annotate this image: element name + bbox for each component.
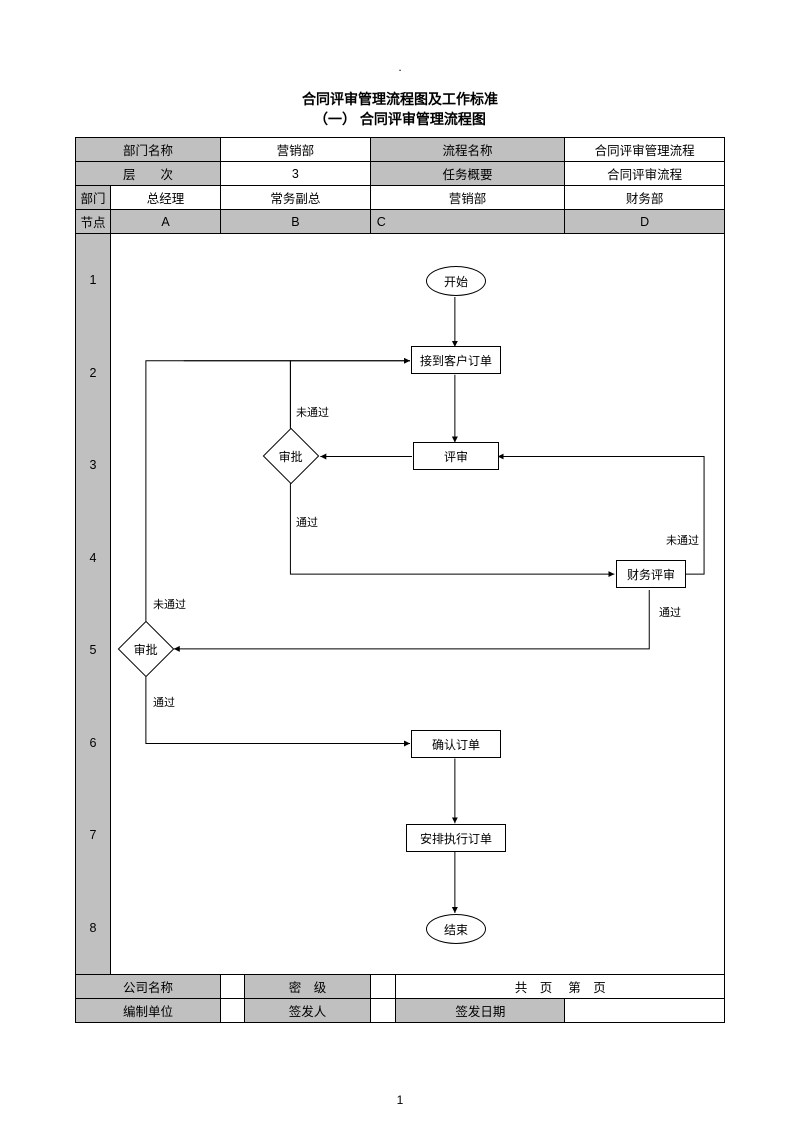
unit-label: 编制单位 [76, 999, 221, 1023]
main-title: 合同评审管理流程图及工作标准 [75, 89, 725, 109]
date-label: 签发日期 [396, 999, 565, 1023]
node-row-label: 节点 [76, 210, 111, 234]
dept-label: 部门名称 [76, 138, 221, 162]
col-d-dept: 财务部 [565, 186, 725, 210]
node-numbers: 1 2 3 4 5 6 7 8 [76, 234, 111, 975]
fail-label-1: 未通过 [296, 404, 329, 420]
task-value: 合同评审流程 [565, 162, 725, 186]
dept-value: 营销部 [221, 138, 371, 162]
col-a: A [111, 210, 221, 234]
date-value [565, 999, 725, 1023]
approve2-node: 审批 [118, 621, 175, 678]
node-5: 5 [76, 604, 110, 697]
confirm-node: 确认订单 [411, 730, 501, 758]
pass-label-2: 通过 [659, 604, 681, 620]
page-info: 共 页 第 页 [396, 975, 725, 999]
receive-node: 接到客户订单 [411, 346, 501, 374]
company-label: 公司名称 [76, 975, 221, 999]
node-7: 7 [76, 789, 110, 882]
flow-arrows [111, 234, 724, 974]
col-c: C [370, 210, 565, 234]
secret-label: 密 级 [245, 975, 370, 999]
flowchart-area: 开始 接到客户订单 评审 审批 财务评审 审批 确认订单 安排执行订单 结束 未… [111, 234, 725, 975]
end-node: 结束 [426, 914, 486, 944]
approve1-node: 审批 [263, 428, 320, 485]
node-1: 1 [76, 234, 110, 327]
signer-label: 签发人 [245, 999, 370, 1023]
unit-value [221, 999, 245, 1023]
task-label: 任务概要 [370, 162, 565, 186]
pass-label-1: 通过 [296, 514, 318, 530]
node-4: 4 [76, 512, 110, 605]
company-value [221, 975, 245, 999]
level-label: 层 次 [76, 162, 221, 186]
pass-label-3: 通过 [153, 694, 175, 710]
signer-value [370, 999, 396, 1023]
finance-node: 财务评审 [616, 560, 686, 588]
col-a-dept: 总经理 [111, 186, 221, 210]
header-table: 部门名称 营销部 流程名称 合同评审管理流程 层 次 3 任务概要 合同评审流程… [75, 137, 725, 1023]
node-2: 2 [76, 327, 110, 420]
node-3: 3 [76, 419, 110, 512]
node-8: 8 [76, 882, 110, 975]
flow-label: 流程名称 [370, 138, 565, 162]
col-d: D [565, 210, 725, 234]
col-c-dept: 营销部 [370, 186, 565, 210]
fail-label-2: 未通过 [666, 532, 699, 548]
secret-value [370, 975, 396, 999]
review-node: 评审 [413, 442, 499, 470]
header-dot: . [75, 60, 725, 74]
page-number: 1 [0, 1093, 800, 1107]
flow-value: 合同评审管理流程 [565, 138, 725, 162]
execute-node: 安排执行订单 [406, 824, 506, 852]
dept-row-label: 部门 [76, 186, 111, 210]
start-node: 开始 [426, 266, 486, 296]
level-value: 3 [221, 162, 371, 186]
col-b: B [221, 210, 371, 234]
node-6: 6 [76, 697, 110, 790]
col-b-dept: 常务副总 [221, 186, 371, 210]
fail-label-3: 未通过 [153, 596, 186, 612]
sub-title: （一） 合同评审管理流程图 [75, 109, 725, 129]
